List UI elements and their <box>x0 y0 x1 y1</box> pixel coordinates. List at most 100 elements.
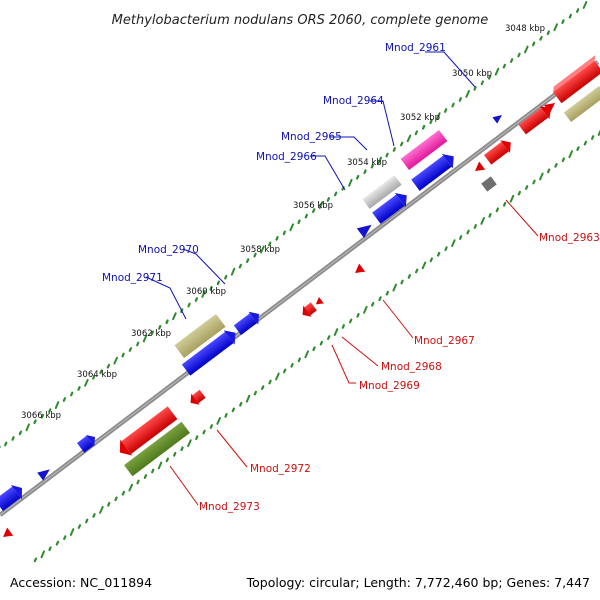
gene-arrow[interactable] <box>0 527 14 541</box>
leader-lines-top <box>145 51 476 320</box>
major-tick <box>524 45 529 54</box>
gene-arrow[interactable] <box>0 481 27 513</box>
gene-labels-bottom: Mnod_2963 Mnod_2967 Mnod_2968 Mnod_2969 … <box>199 232 600 513</box>
minor-tick <box>458 97 462 102</box>
major-tick <box>40 550 45 559</box>
gene-label-mnod-2969[interactable]: Mnod_2969 <box>359 380 420 392</box>
gene-arrow[interactable] <box>492 112 504 124</box>
kbp-labels: 3048 kbp 3050 kbp 3052 kbp 3054 kbp 3056… <box>21 24 545 421</box>
gene-arrow[interactable] <box>181 326 241 378</box>
gene-bar[interactable] <box>400 129 448 171</box>
minor-tick <box>150 330 154 336</box>
major-tick <box>275 372 280 381</box>
minor-tick <box>437 251 441 257</box>
gene-labels-top: Mnod_2961 Mnod_2964 Mnod_2965 Mnod_2966 … <box>102 42 446 284</box>
minor-tick <box>195 435 199 440</box>
minor-tick <box>334 191 338 197</box>
minor-tick <box>121 352 125 358</box>
kbp-label: 3066 kbp <box>21 411 61 421</box>
gene-arrow[interactable] <box>233 308 264 337</box>
gene-arrow[interactable] <box>543 99 558 114</box>
minor-tick <box>224 274 228 280</box>
major-tick <box>142 334 148 343</box>
minor-tick <box>128 347 133 352</box>
minor-tick <box>480 80 484 86</box>
gene-label-mnod-2970[interactable]: Mnod_2970 <box>138 244 199 256</box>
minor-tick <box>356 313 360 318</box>
gene-arrow[interactable] <box>472 161 486 175</box>
major-tick <box>187 439 192 448</box>
topology-text: Topology: circular; Length: 7,772,460 bp… <box>246 575 590 590</box>
minor-tick <box>4 441 8 447</box>
gene-label-mnod-2966[interactable]: Mnod_2966 <box>256 151 317 163</box>
gene-bar[interactable] <box>174 313 226 359</box>
minor-tick <box>495 207 499 213</box>
minor-tick <box>173 451 177 457</box>
major-tick <box>392 283 397 292</box>
gene-arrow[interactable] <box>186 388 206 408</box>
gene-label-mnod-2961[interactable]: Mnod_2961 <box>385 42 446 54</box>
minor-tick <box>261 385 265 390</box>
minor-tick <box>114 496 118 502</box>
major-tick <box>348 178 353 187</box>
major-tick <box>84 379 89 387</box>
minor-tick <box>106 363 111 369</box>
minor-tick <box>165 319 169 325</box>
minor-tick <box>349 318 353 324</box>
major-tick <box>465 90 470 98</box>
gene-arrow[interactable] <box>371 188 412 225</box>
minor-tick <box>502 63 506 69</box>
gene-bar[interactable] <box>481 176 497 192</box>
gene-label-mnod-2971[interactable]: Mnod_2971 <box>102 272 163 284</box>
minor-tick <box>319 340 323 346</box>
major-tick <box>318 201 324 209</box>
minor-tick <box>40 413 45 419</box>
gene-arrow[interactable] <box>410 149 459 192</box>
minor-tick <box>414 130 418 136</box>
major-tick <box>421 261 427 270</box>
major-tick <box>157 461 163 470</box>
minor-tick <box>158 324 162 330</box>
minor-tick <box>216 280 220 286</box>
minor-tick <box>451 102 455 108</box>
gene-arrow[interactable] <box>551 55 600 104</box>
minor-tick <box>238 263 242 269</box>
gene-label-mnod-2963[interactable]: Mnod_2963 <box>539 232 600 244</box>
minor-tick <box>209 286 213 291</box>
gene-bar[interactable] <box>124 421 190 477</box>
minor-tick <box>576 146 580 151</box>
gene-arrow[interactable] <box>356 220 375 239</box>
gene-label-mnod-2968[interactable]: Mnod_2968 <box>381 361 442 373</box>
gene-label-mnod-2965[interactable]: Mnod_2965 <box>281 131 342 143</box>
minor-tick <box>371 301 375 307</box>
gene-label-mnod-2973[interactable]: Mnod_2973 <box>199 501 260 513</box>
minor-tick <box>209 424 213 429</box>
minor-tick <box>546 30 551 36</box>
minor-tick <box>304 213 308 219</box>
major-tick <box>597 129 600 136</box>
minor-tick <box>297 357 301 363</box>
backbone <box>0 60 600 517</box>
major-tick <box>230 267 236 276</box>
gene-label-mnod-2972[interactable]: Mnod_2972 <box>250 463 311 475</box>
minor-tick <box>385 152 389 158</box>
minor-tick <box>583 140 588 146</box>
gene-arrow[interactable] <box>313 297 324 308</box>
tick-row-bottom <box>33 129 600 563</box>
gene-bar[interactable] <box>362 175 402 209</box>
kbp-label: 3062 kbp <box>131 329 171 339</box>
gene-arrow[interactable] <box>352 263 366 277</box>
minor-tick <box>422 124 426 130</box>
gene-arrow[interactable] <box>76 431 99 453</box>
gene-label-mnod-2964[interactable]: Mnod_2964 <box>323 95 384 107</box>
gene-bar[interactable] <box>563 85 600 123</box>
gene-arrow[interactable] <box>114 405 179 461</box>
minor-tick <box>444 246 448 252</box>
gene-arrow[interactable] <box>37 465 53 481</box>
gene-arrow[interactable] <box>483 136 516 166</box>
gene-label-mnod-2967[interactable]: Mnod_2967 <box>414 335 475 347</box>
major-tick <box>451 239 456 247</box>
gene-arrow[interactable] <box>298 301 318 321</box>
major-tick <box>377 156 382 165</box>
major-tick <box>289 223 294 232</box>
